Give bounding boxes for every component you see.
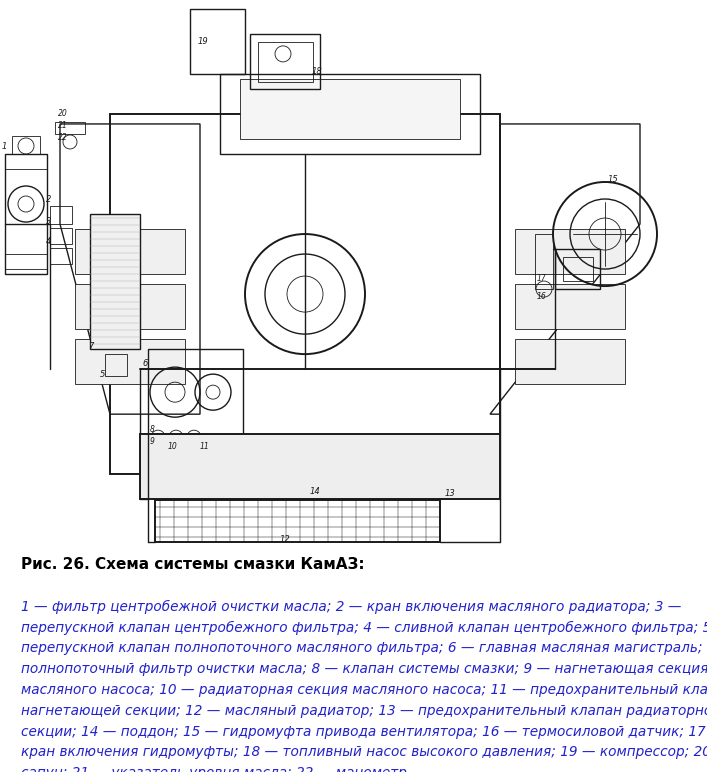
Text: кран включения гидромуфты; 18 — топливный насос высокого давления; 19 — компресс: кран включения гидромуфты; 18 — топливны… <box>21 745 707 760</box>
Bar <box>220 74 480 154</box>
Text: перепускной клапан центробежного фильтра; 4 — сливной клапан центробежного фильт: перепускной клапан центробежного фильтра… <box>21 621 707 635</box>
Text: 1: 1 <box>2 142 7 151</box>
Bar <box>5 154 47 169</box>
Text: сапун; 21 — указатель уровня масла; 22 — манометр.: сапун; 21 — указатель уровня масла; 22 —… <box>21 766 411 772</box>
Bar <box>535 234 553 289</box>
Bar <box>258 42 313 82</box>
Text: 5: 5 <box>100 370 105 379</box>
Text: 2: 2 <box>46 195 52 204</box>
Text: 19: 19 <box>198 37 209 46</box>
Text: перепускной клапан полнопоточного масляного фильтра; 6 — главная масляная магист: перепускной клапан полнопоточного маслян… <box>21 642 707 655</box>
Text: 16: 16 <box>537 292 547 301</box>
Bar <box>555 249 600 289</box>
Text: нагнетающей секции; 12 — масляный радиатор; 13 — предохранительный клапан радиат: нагнетающей секции; 12 — масляный радиат… <box>21 704 707 718</box>
Bar <box>12 136 40 154</box>
Text: 7: 7 <box>88 342 93 351</box>
Bar <box>50 228 72 244</box>
Text: 6: 6 <box>142 359 147 368</box>
Bar <box>190 8 245 74</box>
Bar <box>75 229 185 274</box>
Text: секции; 14 — поддон; 15 — гидромуфта привода вентилятора; 16 — термосиловой датч: секции; 14 — поддон; 15 — гидромуфта при… <box>21 725 707 739</box>
Text: 12: 12 <box>280 535 291 544</box>
Bar <box>140 434 500 499</box>
Bar <box>515 339 625 384</box>
Bar <box>148 349 243 434</box>
Bar <box>75 284 185 329</box>
Text: 4: 4 <box>46 237 52 246</box>
Text: масляного насоса; 10 — радиаторная секция масляного насоса; 11 — предохранительн: масляного насоса; 10 — радиаторная секци… <box>21 683 707 697</box>
Bar <box>50 248 72 264</box>
Text: 20: 20 <box>58 109 68 118</box>
Bar <box>515 229 625 274</box>
Text: 14: 14 <box>310 487 321 496</box>
Text: 10: 10 <box>168 442 177 451</box>
Bar <box>240 79 460 139</box>
Bar <box>110 114 500 474</box>
Text: 15: 15 <box>608 175 619 184</box>
Text: 21: 21 <box>58 121 68 130</box>
Text: 8: 8 <box>150 425 155 434</box>
Text: 22: 22 <box>58 133 68 142</box>
Bar <box>5 254 47 269</box>
Bar <box>250 34 320 89</box>
Text: 17: 17 <box>537 274 547 283</box>
Text: 3: 3 <box>46 217 52 226</box>
Text: 1 — фильтр центробежной очистки масла; 2 — кран включения масляного радиатора; 3: 1 — фильтр центробежной очистки масла; 2… <box>21 600 682 614</box>
Text: полнопоточный фильтр очистки масла; 8 — клапан системы смазки; 9 — нагнетающая с: полнопоточный фильтр очистки масла; 8 — … <box>21 662 707 676</box>
Text: 13: 13 <box>445 489 456 498</box>
Bar <box>90 214 140 349</box>
Bar <box>563 257 593 281</box>
Text: 18: 18 <box>312 67 323 76</box>
Bar <box>515 284 625 329</box>
Bar <box>55 122 85 134</box>
Bar <box>50 206 72 224</box>
Bar <box>75 339 185 384</box>
Bar <box>155 500 440 542</box>
Text: 9: 9 <box>150 437 155 446</box>
Bar <box>105 354 127 376</box>
Bar <box>5 154 47 274</box>
Text: Рис. 26. Схема системы смазки КамАЗ:: Рис. 26. Схема системы смазки КамАЗ: <box>21 557 365 572</box>
Text: 11: 11 <box>200 442 210 451</box>
